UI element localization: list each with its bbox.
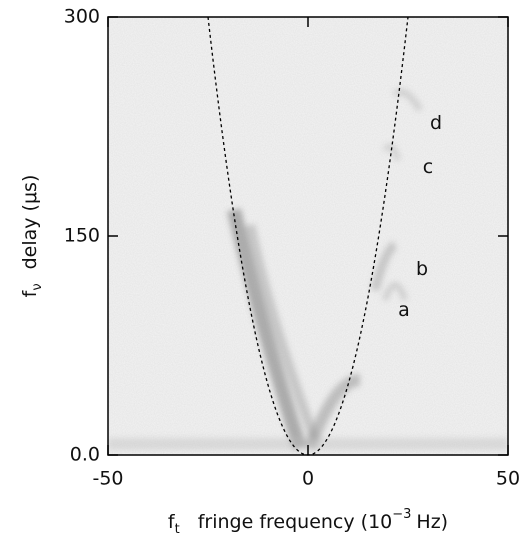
- x-label-superscript: −3: [392, 507, 411, 522]
- annotation: b: [416, 258, 428, 280]
- x-axis-label: ft fringe frequency (10−3 Hz): [168, 507, 448, 537]
- noise-texture: [108, 17, 508, 455]
- y-tick-label: 300: [64, 6, 100, 28]
- y-tick-label: 0.0: [70, 444, 100, 466]
- x-label-unit: Hz): [416, 511, 448, 533]
- y-label-subscript: ν: [30, 283, 45, 290]
- y-tick-label: 150: [64, 225, 100, 247]
- annotation: c: [423, 156, 433, 178]
- x-tick-label: 0: [302, 468, 314, 490]
- x-label-subscript: t: [175, 522, 180, 537]
- y-label-text: delay (μs): [19, 175, 41, 270]
- x-tick-label: -50: [92, 468, 123, 490]
- power-features: [108, 88, 508, 451]
- annotation: a: [398, 299, 410, 321]
- x-label-text: fringe frequency (10: [198, 511, 393, 533]
- annotation: d: [430, 112, 442, 134]
- x-label-symbol: f: [168, 511, 176, 533]
- parabola-curve: [207, 16, 409, 456]
- y-axis-label: fν delay (μs): [19, 175, 45, 298]
- x-tick-label: 50: [496, 468, 520, 490]
- y-label-symbol: f: [19, 289, 41, 297]
